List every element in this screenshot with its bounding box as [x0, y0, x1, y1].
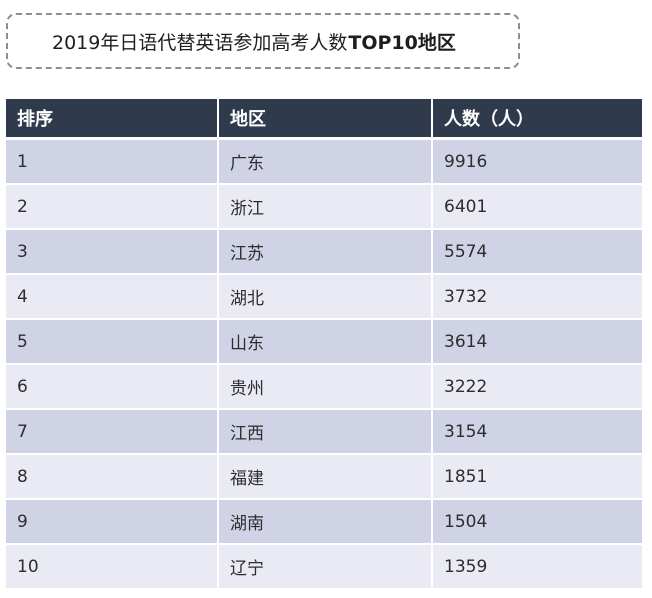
- table-row: 2 浙江 6401: [6, 185, 642, 230]
- table-row: 5 山东 3614: [6, 320, 642, 365]
- cell-count: 3154: [431, 410, 642, 455]
- table-body: 1 广东 9916 2 浙江 6401 3 江苏 5574 4 湖北 3732 5 山东 3614 6 贵州 32…: [6, 140, 642, 590]
- cell-rank: 10: [6, 545, 217, 590]
- cell-count: 3732: [431, 275, 642, 320]
- cell-rank: 9: [6, 500, 217, 545]
- table-row: 4 湖北 3732: [6, 275, 642, 320]
- table-row: 1 广东 9916: [6, 140, 642, 185]
- cell-count: 9916: [431, 140, 642, 185]
- cell-region: 江西: [217, 410, 431, 455]
- cell-rank: 4: [6, 275, 217, 320]
- cell-region: 浙江: [217, 185, 431, 230]
- cell-region: 广东: [217, 140, 431, 185]
- cell-region: 湖南: [217, 500, 431, 545]
- table-row: 10 辽宁 1359: [6, 545, 642, 590]
- cell-region: 福建: [217, 455, 431, 500]
- cell-rank: 5: [6, 320, 217, 365]
- cell-region: 湖北: [217, 275, 431, 320]
- chart-title: 2019年日语代替英语参加高考人数 TOP10地区: [6, 13, 520, 69]
- cell-count: 3222: [431, 365, 642, 410]
- table-row: 8 福建 1851: [6, 455, 642, 500]
- cell-region: 江苏: [217, 230, 431, 275]
- chart-title-normal: 2019年日语代替英语参加高考人数: [52, 31, 348, 54]
- header-region: 地区: [217, 99, 431, 140]
- cell-count: 3614: [431, 320, 642, 365]
- header-rank: 排序: [6, 99, 217, 140]
- cell-count: 5574: [431, 230, 642, 275]
- cell-rank: 2: [6, 185, 217, 230]
- cell-rank: 8: [6, 455, 217, 500]
- table-row: 6 贵州 3222: [6, 365, 642, 410]
- cell-rank: 7: [6, 410, 217, 455]
- cell-rank: 6: [6, 365, 217, 410]
- table-row: 7 江西 3154: [6, 410, 642, 455]
- table-row: 3 江苏 5574: [6, 230, 642, 275]
- cell-count: 1359: [431, 545, 642, 590]
- chart-title-bold: TOP10地区: [348, 31, 456, 54]
- cell-region: 辽宁: [217, 545, 431, 590]
- cell-count: 1851: [431, 455, 642, 500]
- cell-region: 贵州: [217, 365, 431, 410]
- cell-count: 1504: [431, 500, 642, 545]
- table-row: 9 湖南 1504: [6, 500, 642, 545]
- table-header-row: 排序 地区 人数（人）: [6, 99, 642, 140]
- cell-count: 6401: [431, 185, 642, 230]
- header-count: 人数（人）: [431, 99, 642, 140]
- cell-region: 山东: [217, 320, 431, 365]
- cell-rank: 3: [6, 230, 217, 275]
- cell-rank: 1: [6, 140, 217, 185]
- data-table: 排序 地区 人数（人） 1 广东 9916 2 浙江 6401 3 江苏 5574 4 湖北 3732…: [6, 99, 642, 590]
